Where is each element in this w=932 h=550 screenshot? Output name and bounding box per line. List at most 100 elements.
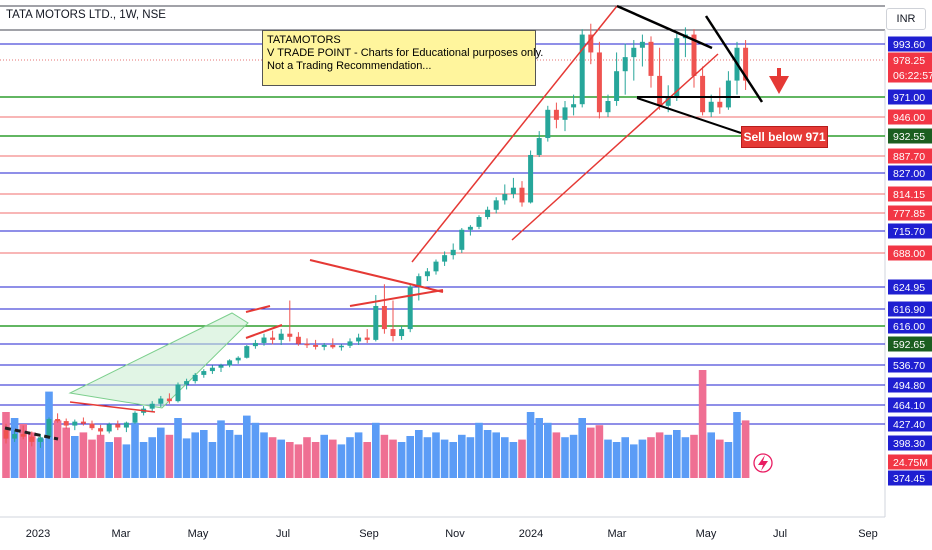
- volume-bar: [96, 434, 105, 478]
- price-label-bg: [888, 205, 932, 221]
- volume-bar: [380, 434, 389, 478]
- price-label: 887.70: [893, 151, 925, 163]
- volume-bar: [62, 427, 70, 478]
- volume-bar: [243, 415, 251, 478]
- candle-body: [89, 423, 95, 429]
- trendline: [245, 324, 283, 339]
- volume-bar: [432, 432, 440, 478]
- price-label-bg: [888, 318, 932, 334]
- candle-body: [657, 75, 663, 106]
- volume-bar: [612, 442, 621, 478]
- volume-bar: [655, 432, 664, 478]
- candle-body: [46, 419, 52, 438]
- candle-body: [313, 344, 319, 347]
- price-label: 24.75M: [893, 457, 928, 469]
- note-line-1: TATAMOTORS: [267, 34, 341, 46]
- volume-bar: [294, 444, 303, 478]
- candle-body: [450, 249, 456, 256]
- time-axis[interactable]: 2023 Mar May Jul Sep Nov 2024 Mar May Jul Sep: [26, 528, 878, 540]
- time-tick-label: Mar: [112, 528, 131, 540]
- candle-body: [674, 38, 680, 98]
- volume-bar: [329, 439, 337, 478]
- candle-body: [725, 80, 731, 108]
- volume-bar: [182, 438, 191, 478]
- volume-bar: [492, 432, 500, 478]
- price-axis[interactable]: 993.60 978.25 06:22:57 971.00 946.00 932.55 88…: [888, 36, 932, 486]
- price-label-bg: [888, 470, 932, 486]
- price-label-bg: [888, 301, 932, 317]
- candle-body: [605, 101, 611, 113]
- candle-body: [227, 360, 233, 366]
- volume-bar: [475, 422, 483, 478]
- candle-body: [338, 345, 344, 348]
- note-box: TATAMOTORS V TRADE POINT - Charts for Ed…: [262, 30, 543, 86]
- volume-bar: [724, 442, 733, 478]
- candle-body: [209, 367, 215, 372]
- candle-body: [743, 47, 749, 81]
- currency-button[interactable]: INR: [886, 8, 926, 30]
- candle-body: [175, 384, 181, 402]
- volume-bar: [716, 439, 724, 478]
- lightning-icon-bolt: [758, 455, 768, 471]
- volume-bar: [191, 432, 199, 478]
- price-label: 971.00: [893, 92, 925, 104]
- candle-body: [571, 104, 577, 108]
- arrow-bar: [771, 76, 787, 79]
- price-label-bg: [888, 416, 932, 432]
- candle-body: [20, 434, 26, 437]
- time-tick-label: Jul: [773, 528, 787, 540]
- candlesticks: [3, 23, 749, 448]
- price-label-bg: [888, 223, 932, 239]
- price-label: 946.00: [893, 112, 925, 124]
- ascending-channel: [68, 312, 249, 409]
- volume-bar: [19, 424, 27, 478]
- candle-body: [347, 341, 353, 346]
- candle-body: [476, 217, 482, 227]
- volume-bar: [423, 437, 432, 478]
- candle-body: [381, 305, 387, 330]
- candle-body: [3, 430, 9, 439]
- volume-bar: [673, 430, 681, 478]
- price-label-bg: [888, 52, 932, 68]
- volume-bar: [501, 437, 509, 478]
- volume-bar: [208, 442, 217, 478]
- candle-body: [278, 333, 284, 340]
- volume-bar: [552, 432, 561, 478]
- price-label-bg: [888, 377, 932, 393]
- volume-bar: [733, 412, 741, 478]
- volume-bar: [79, 432, 88, 478]
- volume-bar: [320, 434, 328, 478]
- volume-bar: [234, 434, 242, 478]
- candle-body: [424, 271, 430, 277]
- price-label: 398.30: [893, 438, 925, 450]
- price-label: 616.90: [893, 304, 925, 316]
- volume-bar: [458, 434, 466, 478]
- candle-body: [72, 421, 78, 426]
- volume-bar: [621, 437, 629, 478]
- candle-body: [12, 434, 18, 439]
- price-label: 978.25: [893, 55, 925, 67]
- volume-bar: [165, 434, 174, 478]
- volume-bar: [277, 439, 285, 478]
- volume-bar: [372, 422, 380, 478]
- price-label-bg: [888, 89, 932, 105]
- volume-bar: [28, 432, 36, 478]
- candle-body: [261, 337, 267, 343]
- volume-bar: [174, 418, 182, 478]
- lightning-icon[interactable]: [753, 453, 773, 473]
- candle-body: [717, 101, 723, 108]
- volume-bar: [406, 436, 414, 478]
- time-tick-label: Mar: [608, 528, 627, 540]
- time-tick-label: 2024: [519, 528, 543, 540]
- price-label: 827.00: [893, 168, 925, 180]
- price-label-bg: [888, 128, 932, 144]
- candle-body: [631, 47, 637, 58]
- candle-body: [588, 34, 594, 53]
- candle-body: [115, 424, 121, 428]
- price-label: 06:22:57: [893, 70, 932, 82]
- price-label: 932.55: [893, 131, 925, 143]
- price-label-bg: [888, 148, 932, 164]
- volume-bar: [535, 418, 543, 478]
- volume-bar: [131, 422, 139, 478]
